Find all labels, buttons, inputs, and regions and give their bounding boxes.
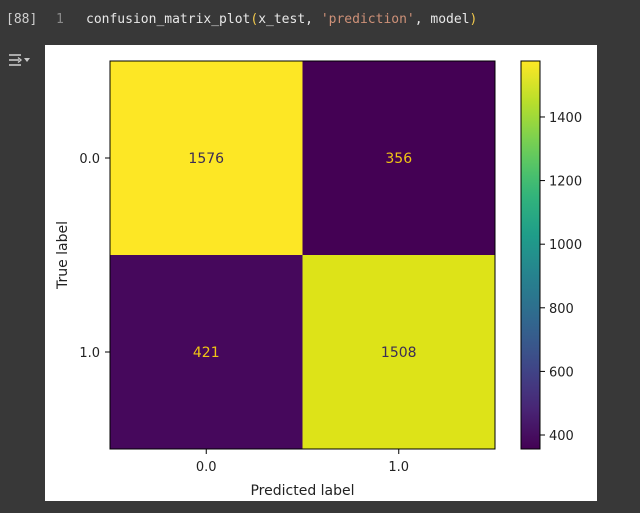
code-cell[interactable]: [88] 1 confusion_matrix_plot(x_test, 'pr…	[0, 0, 640, 44]
code-arg-model: , model	[414, 12, 470, 27]
x-axis-label: Predicted label	[250, 483, 354, 499]
colorbar	[520, 60, 541, 450]
plot-frame	[109, 60, 496, 450]
code-function-name: confusion_matrix_plot	[86, 12, 251, 27]
x-tick-label: 1.0	[388, 460, 409, 475]
code-open-paren: (	[250, 12, 259, 27]
cell-value-label: 1508	[381, 345, 417, 361]
x-tick-label: 0.0	[196, 460, 217, 475]
confusion-matrix-plot: 1576 356 421 1508 0.0 1.0 0.0 1.0 Predicted labe…	[55, 60, 582, 499]
output-collapse-icon[interactable]	[6, 52, 32, 72]
colorbar-tick-label: 600	[549, 365, 574, 380]
code-close-paren: )	[469, 12, 478, 27]
y-tick-label: 0.0	[79, 152, 100, 167]
matrix-cell	[302, 61, 495, 255]
cell-value-label: 356	[385, 151, 412, 167]
figure-canvas: 1576 356 421 1508 0.0 1.0 0.0 1.0 Predicted labe…	[45, 45, 597, 501]
y-axis-label: True label	[55, 221, 71, 290]
colorbar-tick-label: 1400	[549, 111, 582, 126]
colorbar-tick-label: 400	[549, 429, 574, 444]
colorbar-tick-label: 1000	[549, 238, 582, 253]
matrix-cell	[110, 255, 303, 449]
code-line[interactable]: confusion_matrix_plot(x_test, 'predictio…	[86, 12, 477, 27]
cell-value-label: 1576	[188, 151, 224, 167]
cell-value-label: 421	[193, 345, 220, 361]
execution-count: [88]	[6, 12, 38, 27]
code-arg-x-test: x_test,	[258, 12, 321, 27]
colorbar-tick-label: 800	[549, 302, 574, 317]
output-collapse-icon-graphic	[9, 54, 30, 66]
y-tick-label: 1.0	[79, 346, 100, 361]
line-number: 1	[56, 12, 64, 27]
colorbar-tick-label: 1200	[549, 175, 582, 190]
matrix-cell	[110, 61, 303, 255]
matrix-cell	[302, 255, 495, 449]
code-arg-string: 'prediction'	[320, 12, 415, 27]
